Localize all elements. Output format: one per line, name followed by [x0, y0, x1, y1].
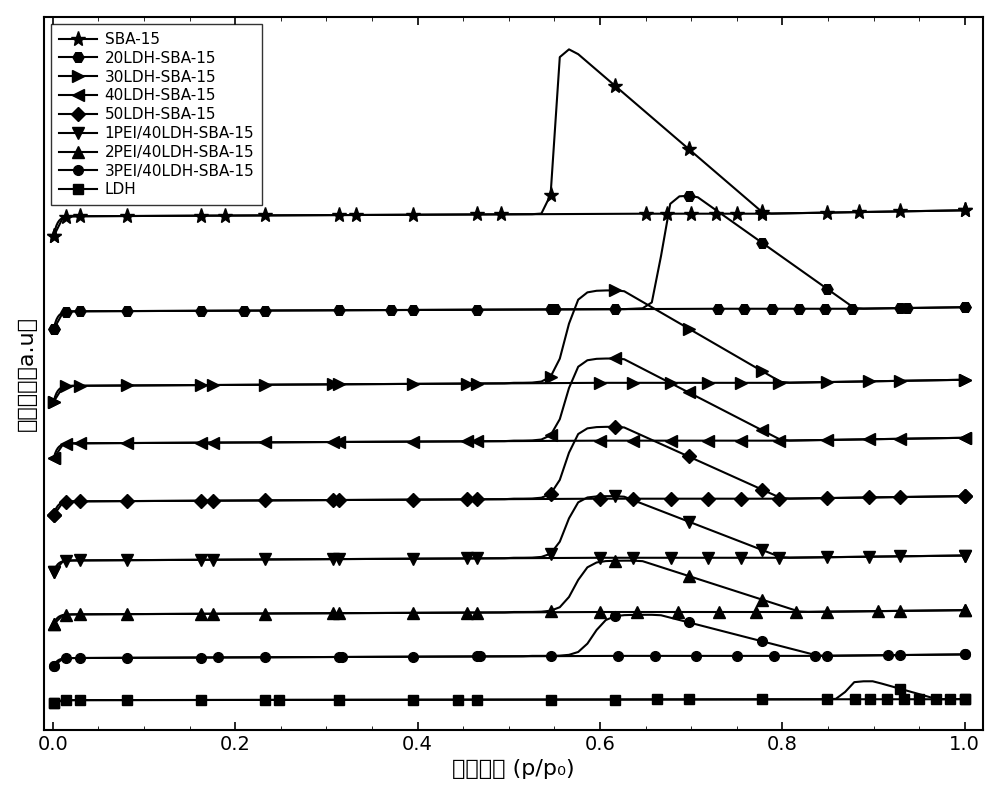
Y-axis label: 吸附体积（a.u）: 吸附体积（a.u） [17, 316, 37, 431]
X-axis label: 相对压力 (p/p₀): 相对压力 (p/p₀) [452, 759, 575, 779]
Legend: SBA-15, 20LDH-SBA-15, 30LDH-SBA-15, 40LDH-SBA-15, 50LDH-SBA-15, 1PEI/40LDH-SBA-1: SBA-15, 20LDH-SBA-15, 30LDH-SBA-15, 40LD… [51, 25, 262, 205]
